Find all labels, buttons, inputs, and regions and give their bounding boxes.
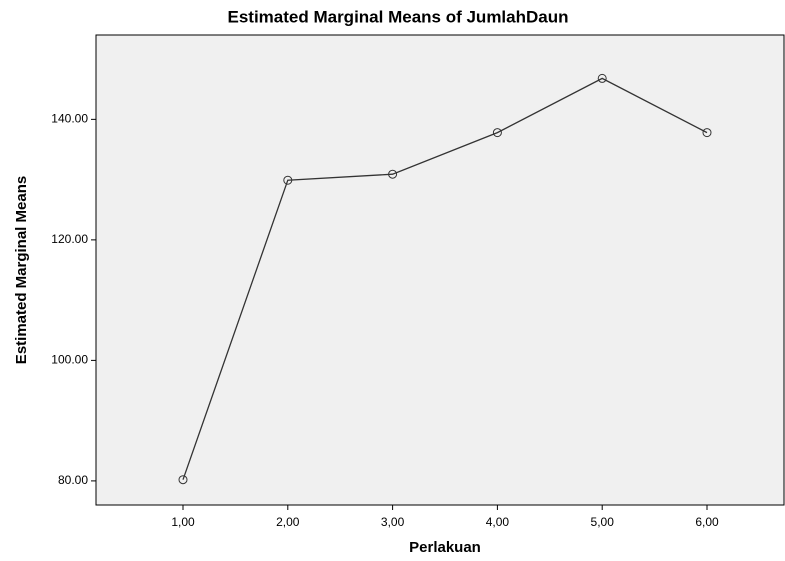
- chart-title: Estimated Marginal Means of JumlahDaun: [227, 7, 568, 26]
- y-tick-label: 100.00: [51, 353, 88, 367]
- marker: [597, 73, 607, 83]
- x-tick-label: 1,00: [171, 515, 195, 529]
- marker: [702, 128, 712, 138]
- x-axis-title: Perlakuan: [409, 539, 481, 556]
- marker: [388, 169, 398, 179]
- x-tick-label: 4,00: [486, 515, 510, 529]
- y-tick-label: 80.00: [58, 473, 88, 487]
- x-tick-label: 6,00: [695, 515, 719, 529]
- y-tick-label: 140.00: [51, 112, 88, 126]
- marker: [283, 175, 293, 185]
- line: [182, 77, 708, 480]
- y-tick-label: 120.00: [51, 232, 88, 246]
- marker: [178, 475, 188, 485]
- x-tick-label: 2,00: [276, 515, 300, 529]
- x-tick-label: 5,00: [591, 515, 615, 529]
- marker: [492, 128, 502, 138]
- x-tick-label: 3,00: [381, 515, 405, 529]
- y-axis-title: Estimated Marginal Means: [13, 176, 30, 364]
